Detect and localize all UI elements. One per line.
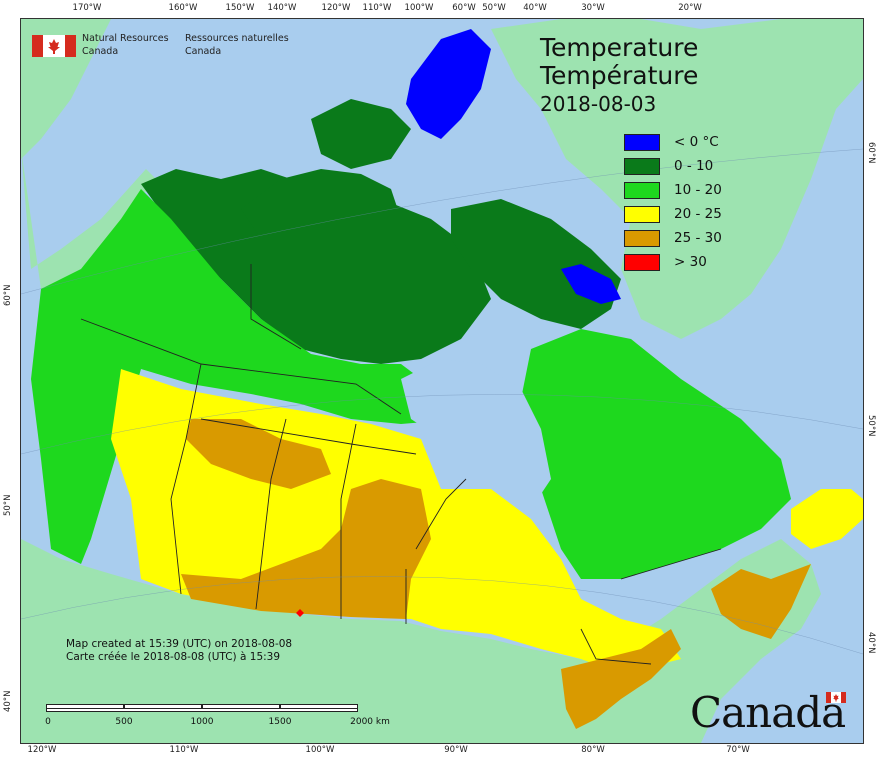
tick-bottom: 110°W — [169, 745, 199, 755]
alaska-main — [21, 149, 161, 319]
tick-top: 160°W — [168, 3, 198, 13]
southern-ontario — [561, 629, 681, 729]
canada-flag-icon — [32, 35, 76, 57]
scale-label: 2000 km — [350, 717, 390, 727]
agency-fr-line1: Ressources naturelles — [185, 33, 289, 44]
tick-top: 140°W — [267, 3, 297, 13]
arctic-islands-1 — [241, 169, 401, 259]
scale-label: 500 — [115, 717, 133, 727]
legend-swatch — [624, 134, 660, 151]
baffin-island — [451, 199, 621, 329]
tick-top: 110°W — [362, 3, 392, 13]
scale-bar: 0 500 1000 1500 2000 km — [45, 704, 390, 730]
arctic-islands-2 — [311, 99, 411, 169]
agency-fr-line2: Canada — [185, 46, 222, 57]
provincial-borders — [80, 264, 722, 665]
tick-top: 50°W — [482, 3, 506, 13]
canada-region-north — [141, 169, 491, 364]
agency-en-line1: Natural Resources — [82, 33, 169, 44]
tick-bottom: 70°W — [726, 745, 750, 755]
newfoundland — [791, 489, 863, 549]
tick-left: 40°N — [3, 690, 13, 712]
legend-label: < 0 °C — [674, 134, 719, 150]
scale-segment — [124, 704, 202, 709]
legend-swatch — [624, 206, 660, 223]
scale-label: 1000 — [190, 717, 214, 727]
canada-region-25-30-north — [186, 419, 331, 489]
tick-top: 170°W — [72, 3, 102, 13]
title-fr: Température — [540, 61, 699, 90]
legend-swatch — [624, 230, 660, 247]
tick-top: 150°W — [225, 3, 255, 13]
map-title: Temperature Température 2018-08-03 — [540, 34, 698, 118]
tick-left: 60°N — [3, 284, 13, 306]
agency-en-line2: Canada — [82, 46, 119, 57]
baffin-cold — [561, 264, 621, 304]
credit-fr: Carte créée le 2018-08-08 (UTC) à 15:39 — [66, 651, 281, 663]
hot-spot-marker — [296, 609, 304, 617]
legend-label: 25 - 30 — [674, 230, 722, 246]
canada-region-mid — [31, 189, 501, 564]
hudson-bay — [401, 359, 551, 509]
legend-label: 10 - 20 — [674, 182, 722, 198]
legend-swatch — [624, 182, 660, 199]
canada-wordmark: Canada — [690, 690, 850, 736]
tick-top: 100°W — [404, 3, 434, 13]
temperature-map[interactable] — [20, 18, 864, 744]
tick-bottom: 80°W — [581, 745, 605, 755]
tick-top: 60°W — [452, 3, 476, 13]
scale-label: 0 — [45, 717, 51, 727]
wordmark-flag-icon — [826, 692, 846, 703]
tick-bottom: 90°W — [444, 745, 468, 755]
scale-segment — [202, 704, 280, 709]
tick-right: 60°N — [866, 142, 876, 164]
legend-label: 20 - 25 — [674, 206, 722, 222]
title-en: Temperature — [540, 33, 699, 62]
wordmark-text: Canada — [690, 688, 846, 737]
tick-top: 30°W — [581, 3, 605, 13]
legend-swatch — [624, 158, 660, 175]
legend-swatch — [624, 254, 660, 271]
scale-label: 1500 — [268, 717, 292, 727]
credit-en: Map created at 15:39 (UTC) on 2018-08-08 — [66, 638, 293, 650]
tick-top: 120°W — [321, 3, 351, 13]
quebec-labrador — [521, 329, 791, 579]
canada-region-25-30-west — [181, 479, 431, 619]
legend-label: > 30 — [674, 254, 707, 270]
map-date: 2018-08-03 — [540, 92, 657, 116]
scale-baseline — [46, 709, 358, 712]
tick-bottom: 120°W — [27, 745, 57, 755]
greenland — [491, 19, 863, 339]
scale-segment — [46, 704, 124, 709]
ellesmere-cold — [406, 29, 491, 139]
maritimes — [711, 564, 811, 639]
map-canvas — [21, 19, 863, 743]
agency-name-fr: Ressources naturelles Canada — [185, 32, 289, 58]
tick-right: 40°N — [866, 632, 876, 654]
tick-top: 20°W — [678, 3, 702, 13]
tick-right: 50°N — [866, 415, 876, 437]
tick-top: 40°W — [523, 3, 547, 13]
tick-bottom: 100°W — [305, 745, 335, 755]
tick-left: 50°N — [3, 494, 13, 516]
agency-name-en: Natural Resources Canada — [82, 32, 169, 58]
graticule-lines — [21, 148, 863, 655]
legend-label: 0 - 10 — [674, 158, 714, 174]
map-credit: Map created at 15:39 (UTC) on 2018-08-08… — [66, 638, 292, 664]
scale-segment — [280, 704, 358, 709]
